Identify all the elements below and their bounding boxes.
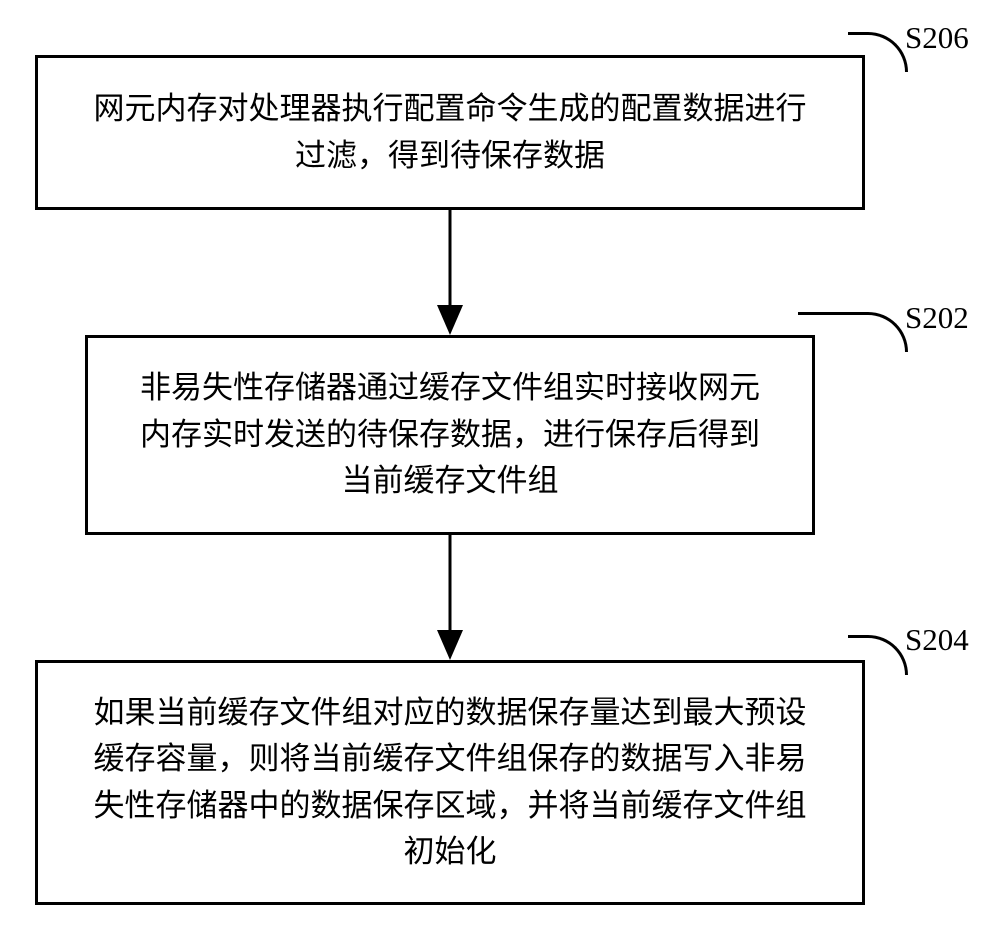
arrow-s206-s202 [450,210,451,335]
flowchart-canvas: 网元内存对处理器执行配置命令生成的配置数据进行 过滤，得到待保存数据 S206 … [0,0,1000,925]
callout-s204 [848,635,908,675]
flow-node-s206: 网元内存对处理器执行配置命令生成的配置数据进行 过滤，得到待保存数据 [35,55,865,210]
arrow-s202-s204 [450,535,451,660]
flow-node-text: 如果当前缓存文件组对应的数据保存量达到最大预设 缓存容量，则将当前缓存文件组保存… [94,690,807,876]
flow-node-s204: 如果当前缓存文件组对应的数据保存量达到最大预设 缓存容量，则将当前缓存文件组保存… [35,660,865,905]
flow-node-s202: 非易失性存储器通过缓存文件组实时接收网元 内存实时发送的待保存数据，进行保存后得… [85,335,815,535]
flow-node-text: 网元内存对处理器执行配置命令生成的配置数据进行 过滤，得到待保存数据 [94,86,807,179]
callout-s206 [848,32,908,72]
flow-node-text: 非易失性存储器通过缓存文件组实时接收网元 内存实时发送的待保存数据，进行保存后得… [140,365,760,505]
step-label-s202: S202 [905,300,969,336]
callout-s202 [798,312,908,352]
step-label-s206: S206 [905,20,969,56]
step-label-s204: S204 [905,622,969,658]
